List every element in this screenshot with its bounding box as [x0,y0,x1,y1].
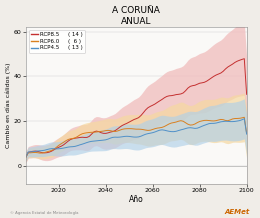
Text: AEMet: AEMet [224,209,250,215]
Legend: RCP8.5     ( 14 ), RCP6.0     (  6 ), RCP4.5     ( 13 ): RCP8.5 ( 14 ), RCP6.0 ( 6 ), RCP4.5 ( 13… [29,30,85,53]
Title: A CORUÑA
ANUAL: A CORUÑA ANUAL [112,5,160,26]
Y-axis label: Cambio en días cálidos (%): Cambio en días cálidos (%) [5,63,11,148]
Text: © Agencia Estatal de Meteorología: © Agencia Estatal de Meteorología [10,211,79,215]
X-axis label: Año: Año [129,195,144,204]
